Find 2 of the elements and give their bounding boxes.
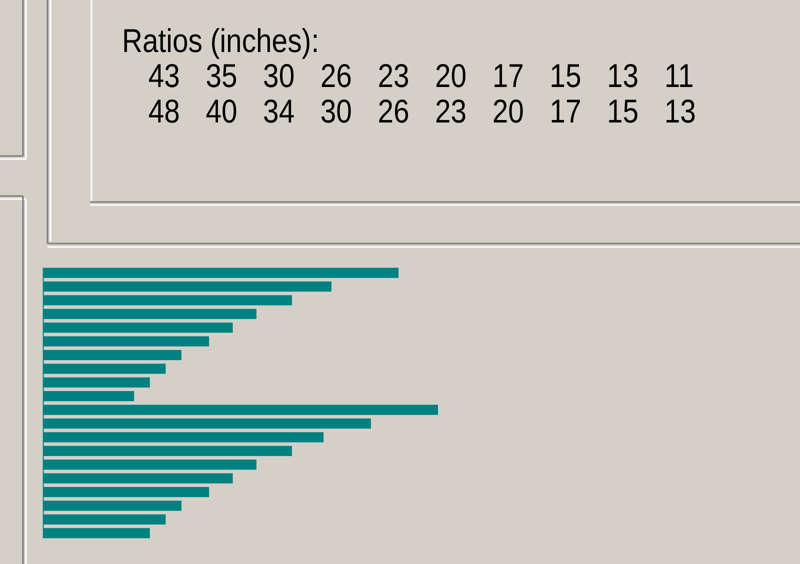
chart-title: Ratios (inches): [122, 22, 320, 60]
text: 48 40 34 30 26 23 20 17 15 13 [148, 92, 696, 130]
